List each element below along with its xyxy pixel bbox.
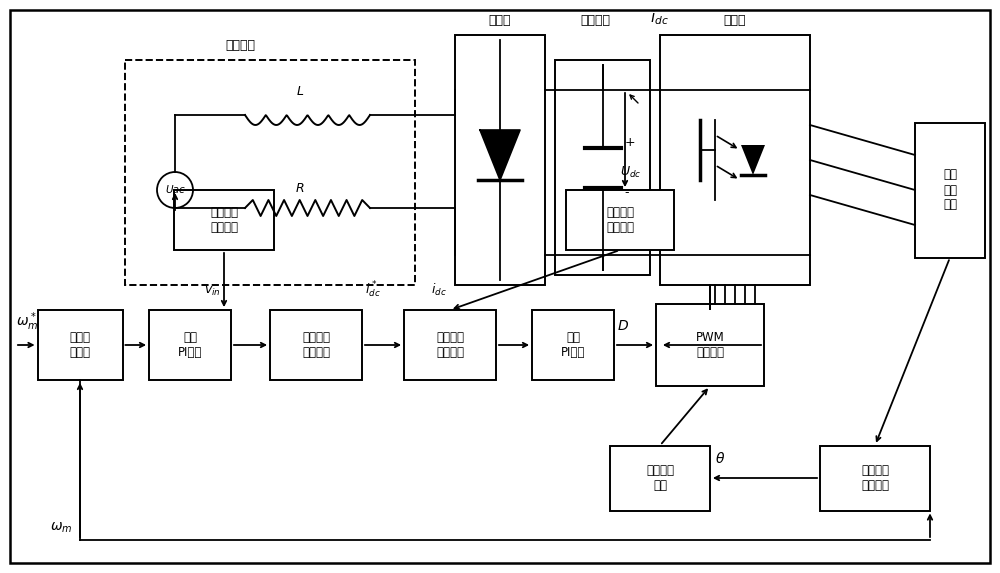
Text: 电流
PI模块: 电流 PI模块	[561, 331, 585, 359]
Bar	[555, 60, 650, 275]
Text: 母线电流
给定模块: 母线电流 给定模块	[302, 331, 330, 359]
Text: $i_{dc}^*$: $i_{dc}^*$	[365, 280, 381, 300]
Bar	[915, 123, 985, 257]
Bar	[532, 310, 614, 380]
Text: PWM
控制模块: PWM 控制模块	[696, 331, 724, 359]
Text: Uac: Uac	[165, 185, 185, 195]
Text: 换相逻辑
模块: 换相逻辑 模块	[646, 464, 674, 492]
Text: 整流器: 整流器	[489, 14, 511, 27]
Text: 无刷
直流
电机: 无刷 直流 电机	[943, 168, 957, 211]
Text: 转速位置
采集模块: 转速位置 采集模块	[861, 464, 889, 492]
Polygon shape	[480, 130, 520, 180]
Text: $L$: $L$	[296, 85, 304, 98]
Bar	[566, 190, 674, 250]
Polygon shape	[741, 145, 765, 175]
Text: +: +	[624, 136, 635, 149]
Text: $i_{dc}$: $i_{dc}$	[431, 282, 447, 298]
Text: $i_{dc}$: $i_{dc}$	[650, 8, 669, 27]
Text: $v_{in}$: $v_{in}$	[204, 285, 221, 298]
Bar	[610, 445, 710, 511]
Text: 母线电流
误差模块: 母线电流 误差模块	[436, 331, 464, 359]
Text: 母线电流
采集模块: 母线电流 采集模块	[606, 206, 634, 234]
Bar	[38, 310, 122, 380]
Text: $R$: $R$	[295, 182, 305, 195]
Bar	[660, 35, 810, 285]
Bar	[820, 445, 930, 511]
Text: $D$: $D$	[617, 319, 629, 333]
Bar	[125, 60, 415, 285]
Bar	[149, 310, 231, 380]
Text: $\omega_m^*$: $\omega_m^*$	[16, 311, 38, 333]
Bar	[174, 190, 274, 250]
Bar	[656, 304, 764, 386]
Text: 输入电压
采集模块: 输入电压 采集模块	[210, 206, 238, 234]
Text: 薄膜电容: 薄膜电容	[580, 14, 610, 27]
Text: 逆变器: 逆变器	[724, 14, 746, 27]
Bar	[455, 35, 545, 285]
Text: -: -	[624, 186, 629, 199]
Text: $U_{dc}$: $U_{dc}$	[620, 165, 642, 180]
Text: 电源电路: 电源电路	[225, 39, 255, 52]
Text: 转速误
差模块: 转速误 差模块	[70, 331, 90, 359]
Text: 速度
PI模块: 速度 PI模块	[178, 331, 202, 359]
Bar	[404, 310, 496, 380]
Text: $\theta$: $\theta$	[715, 451, 725, 466]
Bar	[270, 310, 362, 380]
Text: $\omega_m$: $\omega_m$	[50, 521, 72, 535]
